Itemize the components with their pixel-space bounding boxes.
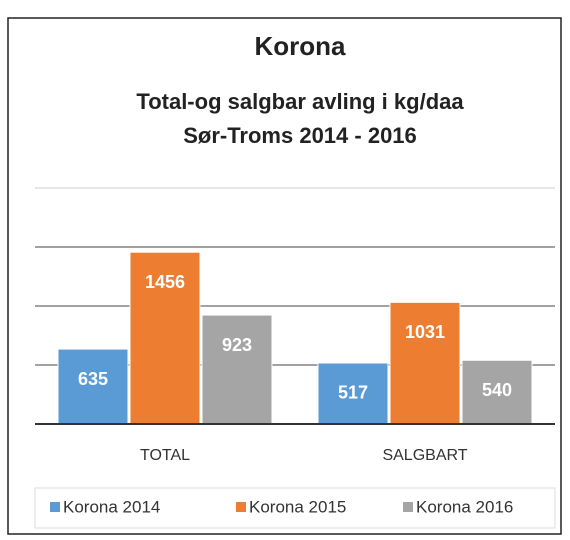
legend-label: Korona 2015 (249, 497, 346, 516)
data-label: 923 (222, 335, 252, 355)
chart-subtitle: Sør-Troms 2014 - 2016 (183, 123, 417, 148)
bar (461, 359, 533, 425)
data-label: 635 (78, 369, 108, 389)
bar (317, 362, 389, 425)
bar (389, 301, 461, 425)
data-label: 540 (482, 380, 512, 400)
legend-label: Korona 2016 (416, 497, 513, 516)
data-label: 517 (338, 383, 368, 403)
chart-title: Korona (255, 31, 347, 61)
chart-subtitle: Total-og salgbar avling i kg/daa (136, 89, 464, 114)
legend-box (34, 487, 556, 529)
chart-frame (7, 17, 562, 535)
x-tick-label: TOTAL (140, 447, 190, 464)
bar (201, 314, 273, 425)
bar (129, 251, 201, 425)
data-label: 1031 (405, 322, 445, 342)
legend-swatch (403, 502, 413, 512)
legend-label: Korona 2014 (63, 497, 160, 516)
legend-swatch (50, 502, 60, 512)
legend-swatch (236, 502, 246, 512)
x-tick-label: SALGBART (382, 447, 467, 464)
data-label: 1456 (145, 272, 185, 292)
